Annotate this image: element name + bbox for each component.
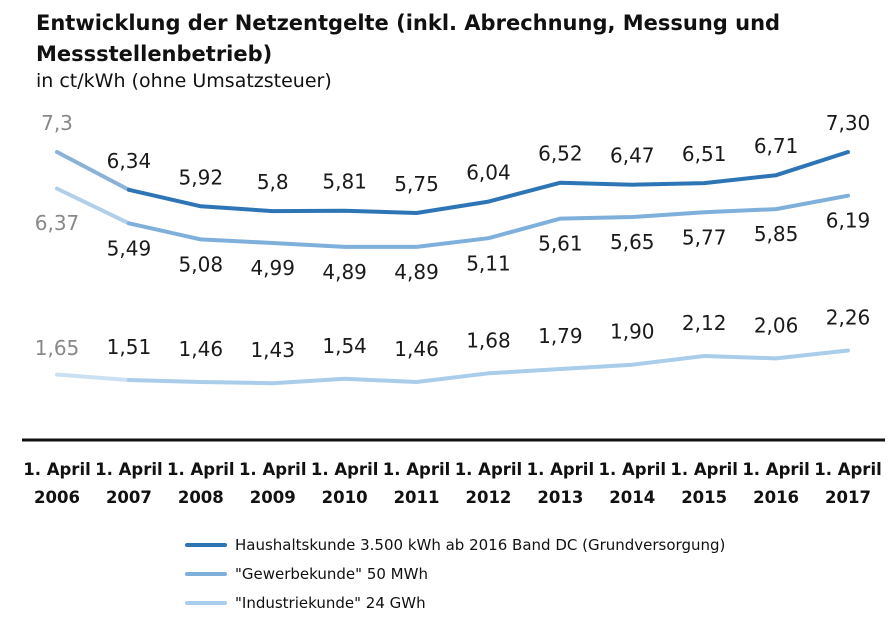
x-tick-label: 2015	[681, 488, 727, 507]
data-label: 6,47	[610, 144, 655, 168]
data-label: 1,90	[610, 320, 655, 344]
x-tick-label: 2008	[178, 488, 224, 507]
x-tick-label: 2010	[322, 488, 368, 507]
legend-swatch	[185, 571, 227, 576]
data-label: 2,06	[754, 313, 799, 337]
data-label: 5,49	[107, 236, 152, 260]
legend-item-gewerbekunde: "Gewerbekunde" 50 MWh	[185, 559, 725, 588]
data-label: 1,46	[179, 337, 224, 361]
data-label: 5,92	[179, 165, 224, 189]
data-label: 1,43	[250, 338, 295, 362]
x-tick-label: 2012	[465, 488, 511, 507]
x-tick-label: 2013	[537, 488, 583, 507]
x-tick-label: 1. April	[167, 460, 235, 479]
chart-subtitle: in ct/kWh (ohne Umsatzsteuer)	[36, 70, 332, 92]
x-tick-label: 1. April	[311, 460, 379, 479]
data-label: 5,65	[610, 230, 655, 254]
x-tick-label: 2009	[250, 488, 296, 507]
data-label: 6,04	[466, 161, 511, 185]
legend-item-industriekunde: "Industriekunde" 24 GWh	[185, 588, 725, 617]
x-tick-label: 1. April	[527, 460, 595, 479]
x-tick-label: 1. April	[95, 460, 163, 479]
data-label: 5,81	[322, 170, 367, 194]
x-tick-label: 1. April	[599, 460, 667, 479]
series-line-first-segment	[55, 372, 131, 383]
legend-swatch	[185, 600, 227, 605]
x-tick-label: 1. April	[814, 460, 882, 479]
series-line-first-segment	[55, 150, 131, 192]
data-label: 6,37	[35, 211, 80, 235]
data-label: 1,65	[35, 336, 80, 360]
legend: Haushaltskunde 3.500 kWh ab 2016 Band DC…	[185, 530, 725, 617]
data-label: 6,34	[107, 149, 152, 173]
series-line	[126, 193, 850, 249]
series-line	[126, 150, 850, 215]
data-label: 1,68	[466, 328, 511, 352]
x-tick-label: 1. April	[23, 460, 91, 479]
data-label: 6,71	[754, 134, 799, 158]
data-label: 5,85	[754, 222, 799, 246]
data-label: 2,26	[826, 305, 871, 329]
data-label: 6,52	[538, 142, 583, 166]
data-label: 1,79	[538, 324, 583, 348]
x-tick-label: 1. April	[383, 460, 451, 479]
x-tick-label: 1. April	[239, 460, 307, 479]
data-label: 1,46	[394, 337, 439, 361]
data-label: 7,3	[41, 111, 73, 135]
legend-label: Haushaltskunde 3.500 kWh ab 2016 Band DC…	[235, 535, 726, 554]
chart-title: Entwicklung der Netzentgelte (inkl. Abre…	[36, 11, 781, 66]
data-label: 5,11	[466, 251, 511, 275]
data-label: 1,54	[322, 334, 367, 358]
series-line-first-segment	[55, 186, 131, 226]
data-label: 7,30	[826, 111, 871, 135]
data-label: 2,12	[682, 311, 727, 335]
data-label: 5,61	[538, 232, 583, 256]
data-label: 4,89	[322, 260, 367, 284]
data-label: 6,19	[826, 209, 871, 233]
x-tick-label: 1. April	[742, 460, 810, 479]
legend-label: "Industriekunde" 24 GWh	[235, 593, 426, 612]
series-line	[126, 348, 850, 386]
data-label: 5,8	[257, 170, 289, 194]
x-tick-label: 1. April	[455, 460, 523, 479]
data-label: 5,75	[394, 172, 439, 196]
data-label: 5,77	[682, 225, 727, 249]
legend-swatch	[185, 542, 227, 547]
x-tick-label: 2016	[753, 488, 799, 507]
x-tick-label: 1. April	[670, 460, 738, 479]
legend-label: "Gewerbekunde" 50 MWh	[235, 564, 428, 583]
x-tick-label: 2011	[394, 488, 440, 507]
data-label: 6,51	[682, 142, 727, 166]
data-label: 1,51	[107, 335, 152, 359]
x-tick-label: 2014	[609, 488, 655, 507]
data-label: 5,08	[179, 252, 224, 276]
x-tick-label: 2006	[34, 488, 80, 507]
data-label: 4,99	[250, 256, 295, 280]
data-label: 4,89	[394, 260, 439, 284]
legend-item-haushaltskunde: Haushaltskunde 3.500 kWh ab 2016 Band DC…	[185, 530, 725, 559]
x-tick-label: 2007	[106, 488, 152, 507]
x-tick-label: 2017	[825, 488, 871, 507]
